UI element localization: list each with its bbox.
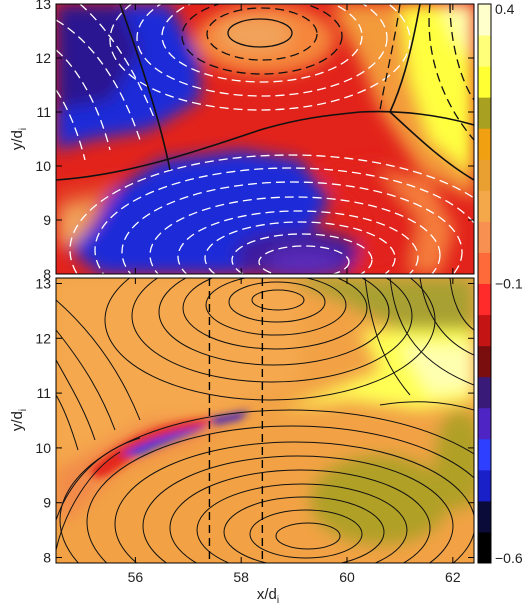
colorbar-cell [478,469,491,502]
y-tick-label: 13 [35,0,51,12]
current-sheet [90,410,250,478]
colorbar-cell [478,500,491,533]
bottom-x-ticks: 56 58 60 62 [128,278,461,585]
y-tick-label: 13 [35,275,51,291]
y-tick-label: 11 [36,385,51,401]
colorbar-cell [478,159,491,191]
top-y-axis-title: y/di [9,128,29,150]
colorbar-cell [478,531,491,564]
y-tick-label: 8 [43,550,51,566]
top-frame [55,3,475,275]
bottom-field-lines [56,278,474,563]
top-field-lines [56,4,474,274]
colorbar-cell [478,4,491,36]
y-tick-label: 12 [35,50,51,66]
y-tick-label: 10 [35,440,51,456]
x-axis-title: x/di [257,586,279,605]
colorbar-cell [478,407,491,440]
x-tick-label: 62 [445,569,461,585]
top-heatmap [56,4,474,274]
y-tick-label: 11 [36,104,51,120]
colorbar-tick-label: −0.6 [495,550,523,566]
bottom-y-axis-title: y/di [9,409,29,431]
colorbar-cell [478,438,491,471]
top-x-ticks [134,4,454,274]
colorbar-cell [478,345,491,378]
colorbar-cell [478,97,491,129]
y-tick-label: 8 [43,266,51,282]
colorbar-tick-label: −0.1 [495,276,523,292]
colorbar-tick-label: 0.4 [495,1,515,17]
colorbar-frame [477,3,492,564]
x-tick-label: 56 [128,569,144,585]
x-tick-label: 60 [339,569,355,585]
top-y-ticks: 8 9 10 11 12 13 [35,0,474,282]
colorbar-cell [478,66,491,98]
vertical-dashed-lines [208,278,264,563]
y-tick-label: 9 [43,495,51,511]
colorbar-cell [478,376,491,409]
colorbar-cell [478,252,491,284]
bottom-frame [55,277,475,564]
colorbar-cell [478,128,491,160]
colorbar-cell [478,283,491,316]
colorbar-cell [478,221,491,253]
bottom-heatmap [56,278,474,563]
y-tick-label: 10 [35,158,51,174]
bottom-y-ticks: 8 9 10 11 12 13 [35,275,474,566]
bottom-panel: 8 9 10 11 12 13 56 58 60 62 y/di x/di [9,275,475,605]
colorbar-cell [478,35,491,67]
y-tick-label: 12 [35,330,51,346]
colorbar-cell [478,190,491,222]
colorbar-labels: 0.4 −0.1 −0.6 [495,1,523,566]
y-tick-label: 9 [43,212,51,228]
colorbar-cells [478,4,491,564]
colorbar-cell [478,314,491,347]
colorbar: 0.4 −0.1 −0.6 [477,1,523,566]
top-panel: 8 9 10 11 12 13 y/di [9,0,475,282]
x-tick-label: 58 [233,569,249,585]
